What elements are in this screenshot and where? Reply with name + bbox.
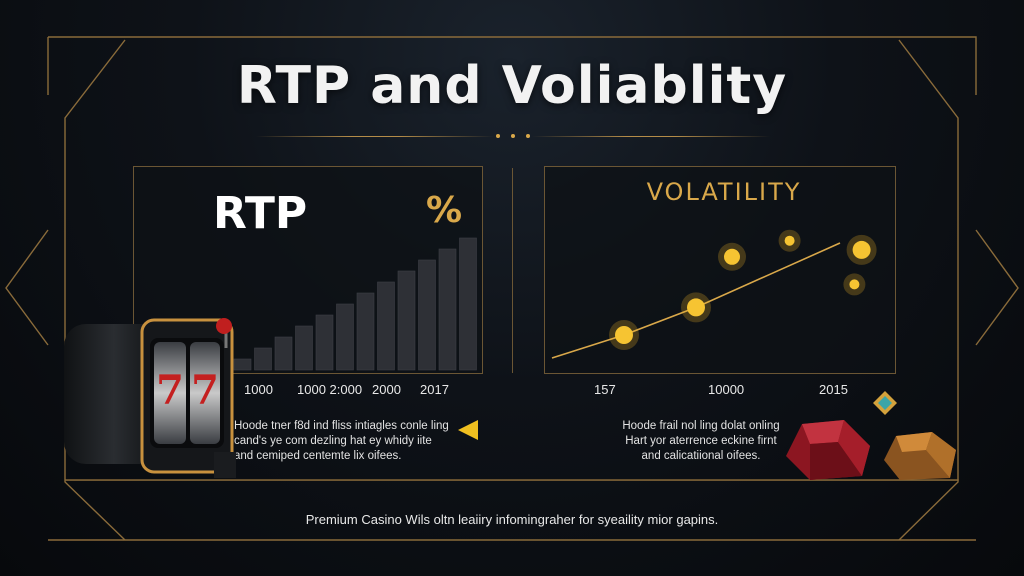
- caption-line: and calicatiional oifees.: [641, 450, 761, 462]
- vol-x-label: 10000: [708, 382, 745, 397]
- page-title: RTP and Voliablity: [236, 56, 788, 116]
- panel-divider: [512, 168, 513, 373]
- caption-line: and cemiped centemte lix oifees.: [234, 450, 402, 462]
- title-rule-left: [256, 136, 494, 137]
- slot-machine-icon: 7 7: [64, 318, 236, 478]
- rtp-bar: [438, 248, 457, 371]
- rtp-bar: [377, 281, 395, 371]
- rtp-bar: [274, 336, 293, 371]
- rtp-bar: [336, 303, 354, 371]
- rtp-bar: [418, 259, 436, 371]
- volatility-point: [849, 279, 860, 290]
- rtp-x-label: 1000: [244, 382, 273, 397]
- pointer-arrow-icon: [458, 420, 478, 440]
- rtp-bar: [356, 292, 375, 371]
- title-rule-right: [532, 136, 770, 137]
- rtp-x-label: 2000: [372, 382, 401, 397]
- caption-line: Hart yor aterrence eckine firnt: [625, 435, 777, 447]
- title-ornament: [496, 131, 530, 141]
- rtp-bar: [459, 237, 477, 371]
- svg-text:7: 7: [156, 367, 184, 414]
- footer-tagline: Premium Casino Wils oltn leaiiry infomin…: [305, 512, 719, 527]
- teal-gem-icon: [873, 391, 897, 415]
- vol-x-label: 157: [594, 382, 616, 397]
- bronze-gem-icon: [884, 432, 956, 480]
- volatility-point: [687, 298, 705, 317]
- volatility-heading: VOLATILITY: [646, 178, 802, 206]
- rtp-bar: [254, 347, 272, 371]
- caption-line: Hoode tner f8d ind fliss intiagles conle…: [234, 420, 449, 432]
- rtp-heading: RTP: [213, 188, 308, 239]
- percent-symbol: %: [426, 190, 463, 231]
- rtp-x-label: 1000 2:000: [297, 382, 363, 397]
- rtp-bar: [233, 358, 252, 371]
- caption-line: cand's ye com dezling hat ey whidy iite: [234, 435, 432, 447]
- red-gem-icon: [786, 420, 870, 480]
- rtp-x-label: 2017: [420, 382, 449, 397]
- svg-text:7: 7: [191, 367, 219, 414]
- rtp-bar: [397, 270, 416, 371]
- volatility-panel: [544, 166, 896, 374]
- caption-line: Hoode frail nol ling dolat onling: [622, 420, 780, 432]
- rtp-bar: [315, 314, 334, 371]
- rtp-caption: Hoode tner f8d ind fliss intiagles conle…: [234, 419, 458, 464]
- volatility-point: [724, 248, 740, 265]
- volatility-caption: Hoode frail nol ling dolat onling Hart y…: [616, 419, 786, 464]
- rtp-bar: [295, 325, 313, 371]
- volatility-point: [852, 240, 871, 259]
- volatility-point: [784, 235, 795, 246]
- vol-x-label: 2015: [819, 382, 848, 397]
- volatility-point: [615, 326, 633, 344]
